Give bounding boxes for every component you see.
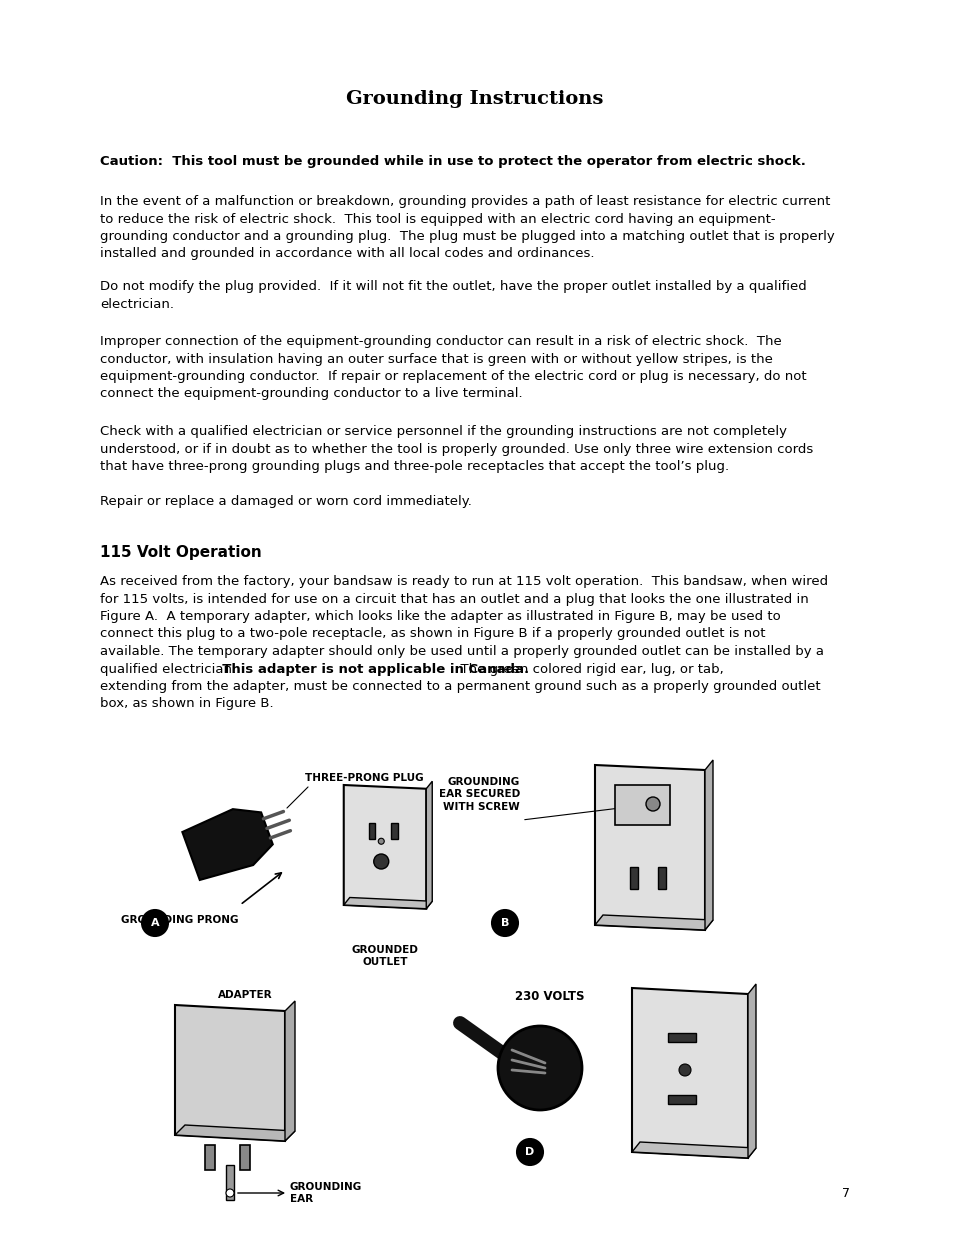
- Text: available. The temporary adapter should only be used until a properly grounded o: available. The temporary adapter should …: [100, 645, 823, 658]
- Text: Caution:  This tool must be grounded while in use to protect the operator from e: Caution: This tool must be grounded whil…: [100, 156, 805, 168]
- Bar: [658, 867, 665, 889]
- Text: THREE-PRONG PLUG: THREE-PRONG PLUG: [305, 773, 423, 783]
- Text: This adapter is not applicable in Canada.: This adapter is not applicable in Canada…: [213, 662, 529, 676]
- Text: D: D: [525, 1147, 534, 1157]
- Text: In the event of a malfunction or breakdown, grounding provides a path of least r: In the event of a malfunction or breakdo…: [100, 195, 834, 261]
- Polygon shape: [595, 764, 704, 930]
- Text: Repair or replace a damaged or worn cord immediately.: Repair or replace a damaged or worn cord…: [100, 495, 472, 508]
- Bar: [667, 1034, 696, 1042]
- Text: 230 VOLTS: 230 VOLTS: [515, 990, 584, 1003]
- Text: GROUNDING
EAR: GROUNDING EAR: [290, 1182, 362, 1204]
- Circle shape: [497, 1026, 581, 1110]
- Bar: [205, 1145, 214, 1170]
- Polygon shape: [174, 1005, 285, 1141]
- Text: A: A: [151, 918, 159, 927]
- Bar: [391, 823, 397, 839]
- Text: extending from the adapter, must be connected to a permanent ground such as a pr: extending from the adapter, must be conn…: [100, 680, 820, 693]
- Text: for 115 volts, is intended for use on a circuit that has an outlet and a plug th: for 115 volts, is intended for use on a …: [100, 593, 808, 605]
- Text: GROUNDING
EAR SECURED
WITH SCREW: GROUNDING EAR SECURED WITH SCREW: [438, 777, 519, 811]
- Text: Grounding Instructions: Grounding Instructions: [346, 90, 603, 107]
- Polygon shape: [631, 988, 747, 1158]
- Bar: [629, 867, 637, 889]
- Text: As received from the factory, your bandsaw is ready to run at 115 volt operation: As received from the factory, your bands…: [100, 576, 827, 588]
- Bar: [615, 785, 669, 825]
- Polygon shape: [704, 760, 712, 930]
- Circle shape: [226, 1189, 233, 1197]
- Text: Improper connection of the equipment-grounding conductor can result in a risk of: Improper connection of the equipment-gro…: [100, 335, 806, 400]
- Polygon shape: [343, 898, 432, 909]
- Bar: [240, 1145, 250, 1170]
- Text: 115 Volt Operation: 115 Volt Operation: [100, 545, 261, 559]
- Polygon shape: [747, 984, 755, 1158]
- Text: connect this plug to a two-pole receptacle, as shown in Figure B if a properly g: connect this plug to a two-pole receptac…: [100, 627, 764, 641]
- Bar: [226, 1165, 233, 1200]
- Circle shape: [517, 1139, 542, 1165]
- Polygon shape: [285, 1002, 294, 1141]
- Circle shape: [645, 797, 659, 811]
- Text: Do not modify the plug provided.  If it will not fit the outlet, have the proper: Do not modify the plug provided. If it w…: [100, 280, 806, 310]
- Text: 7: 7: [841, 1187, 849, 1200]
- Polygon shape: [182, 809, 273, 881]
- Polygon shape: [174, 1125, 294, 1141]
- Text: qualified electrician.: qualified electrician.: [100, 662, 236, 676]
- Polygon shape: [595, 915, 712, 930]
- Bar: [667, 1094, 696, 1104]
- Text: box, as shown in Figure B.: box, as shown in Figure B.: [100, 698, 274, 710]
- Circle shape: [374, 853, 388, 869]
- Bar: [368, 823, 375, 839]
- Text: GROUNDING PRONG: GROUNDING PRONG: [121, 915, 238, 925]
- Text: Check with a qualified electrician or service personnel if the grounding instruc: Check with a qualified electrician or se…: [100, 425, 812, 473]
- Circle shape: [377, 839, 384, 845]
- Text: ADAPTER: ADAPTER: [217, 990, 272, 1000]
- Polygon shape: [631, 1142, 755, 1158]
- Polygon shape: [426, 782, 432, 909]
- Text: B: B: [500, 918, 509, 927]
- Text: The green colored rigid ear, lug, or tab,: The green colored rigid ear, lug, or tab…: [452, 662, 723, 676]
- Text: Figure A.  A temporary adapter, which looks like the adapter as illustrated in F: Figure A. A temporary adapter, which loo…: [100, 610, 780, 622]
- Circle shape: [142, 910, 168, 936]
- Polygon shape: [343, 785, 426, 909]
- Circle shape: [679, 1065, 690, 1076]
- Text: GROUNDED
OUTLET: GROUNDED OUTLET: [352, 945, 418, 967]
- Circle shape: [492, 910, 517, 936]
